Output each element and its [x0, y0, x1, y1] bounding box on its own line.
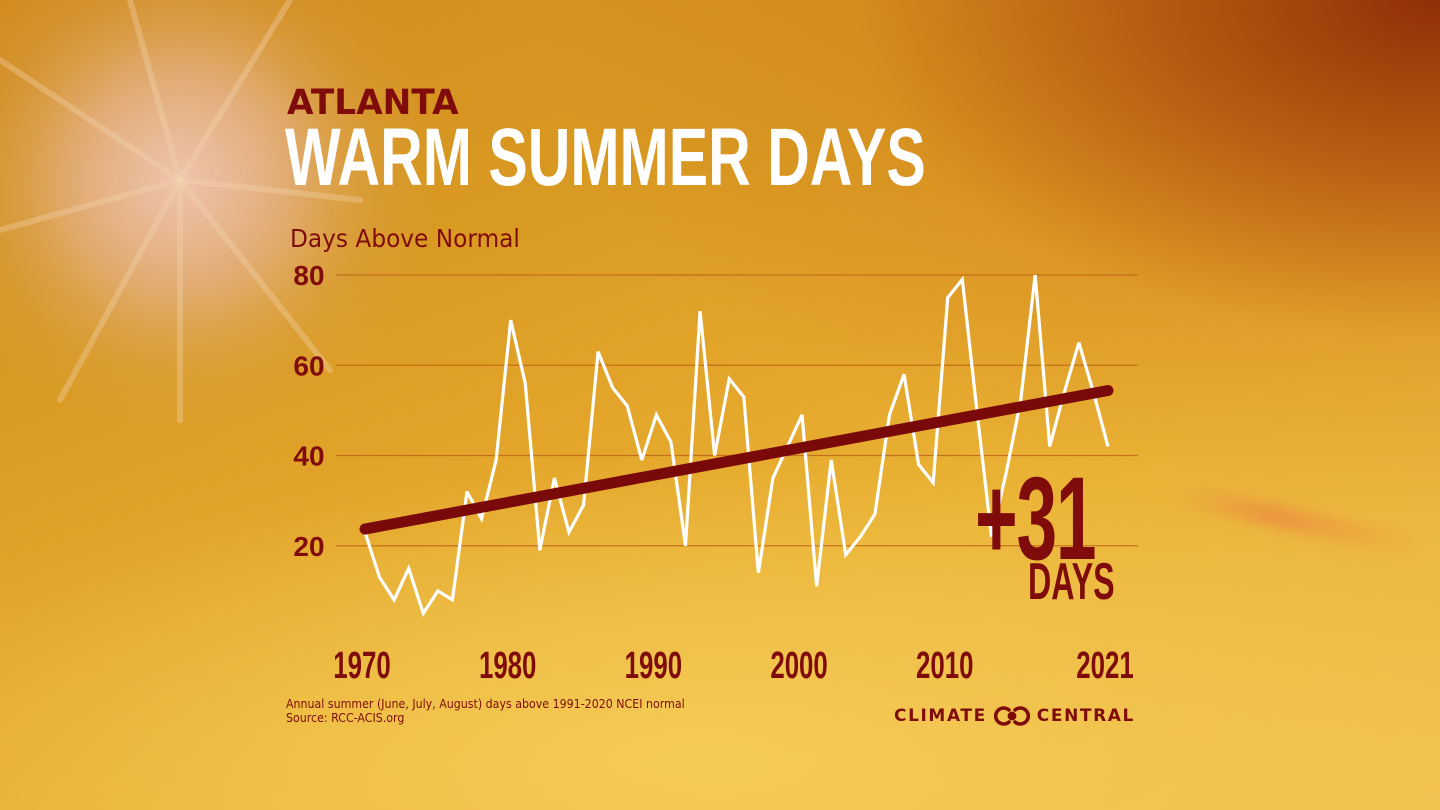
y-tick-label: 20 — [293, 531, 324, 562]
footnote-description: Annual summer (June, July, August) days … — [286, 697, 685, 711]
y-tick-label: 60 — [293, 350, 324, 381]
days-above-normal-line — [363, 274, 1110, 618]
city-label: ATLANTA — [287, 83, 459, 123]
change-value-annotation: +31 — [975, 453, 1097, 585]
change-unit-annotation: DAYS — [1028, 553, 1115, 611]
y-tick-label: 40 — [293, 441, 324, 472]
x-axis-ticks: 1970 1980 1990 2000 2010 2021 — [333, 644, 1133, 686]
footnote: Annual summer (June, July, August) days … — [286, 697, 685, 725]
y-tick-label: 80 — [293, 260, 324, 291]
y-axis-title: Days Above Normal — [290, 224, 520, 253]
x-tick-label: 1970 — [333, 644, 390, 686]
x-tick-label: 2010 — [916, 644, 973, 686]
x-tick-label: 1980 — [479, 644, 536, 686]
brand-text-right: CENTRAL — [1036, 706, 1135, 726]
y-axis-ticks: 20 40 60 80 — [293, 260, 324, 562]
footnote-source: Source: RCC-ACIS.org — [286, 711, 405, 725]
climate-central-logo-icon — [993, 706, 1030, 726]
trend-line — [359, 385, 1114, 535]
brand-text-left: CLIMATE — [894, 706, 987, 726]
climate-central-brand: CLIMATE CENTRAL — [894, 706, 1135, 726]
trend-series — [359, 385, 1114, 535]
x-tick-label: 2021 — [1076, 644, 1133, 686]
chart-title: WARM SUMMER DAYS — [285, 112, 926, 203]
x-tick-label: 1990 — [625, 644, 682, 686]
x-tick-label: 2000 — [770, 644, 827, 686]
